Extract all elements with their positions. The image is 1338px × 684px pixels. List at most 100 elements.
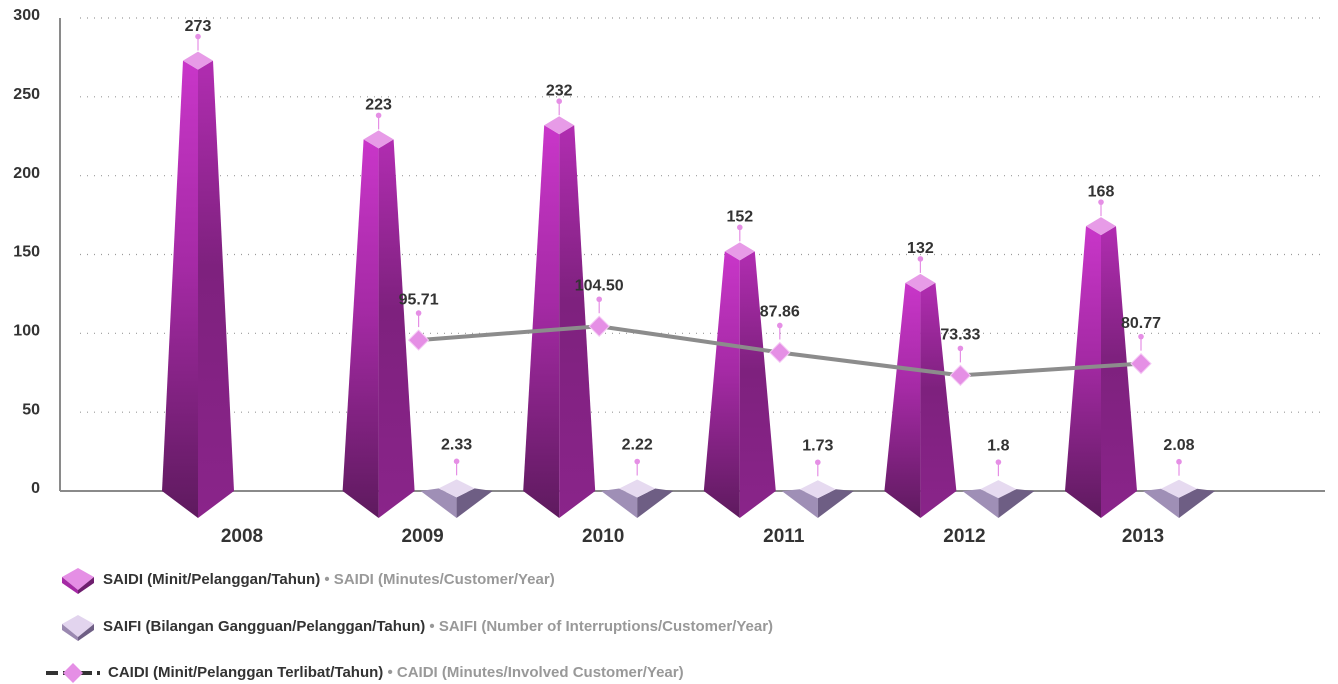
legend-icon bbox=[46, 663, 100, 683]
line-marker bbox=[588, 315, 610, 337]
pin-dot bbox=[737, 224, 743, 231]
legend-entry: SAIFI (Bilangan Gangguan/Pelanggan/Tahun… bbox=[103, 618, 773, 635]
legend-entry: SAIDI (Minit/Pelanggan/Tahun) • SAIDI (M… bbox=[103, 571, 555, 588]
bar-cap bbox=[905, 273, 936, 292]
bar-cap bbox=[619, 479, 656, 498]
bar-left-face bbox=[703, 251, 740, 518]
x-tick-label: 2008 bbox=[221, 526, 263, 547]
bar-left-face bbox=[420, 488, 457, 518]
pin-dot bbox=[1098, 199, 1104, 205]
line-marker bbox=[407, 329, 430, 351]
bar-right-face bbox=[739, 251, 776, 518]
x-tick-label: 2013 bbox=[1122, 526, 1164, 547]
x-tick-label: 2010 bbox=[582, 526, 624, 547]
data-label: 87.86 bbox=[760, 304, 800, 321]
data-label: 232 bbox=[546, 82, 573, 99]
line-marker bbox=[1130, 352, 1152, 375]
bar bbox=[420, 479, 493, 518]
bar-left-face bbox=[962, 489, 999, 518]
legend-icon bbox=[62, 615, 94, 641]
y-tick-label: 200 bbox=[13, 165, 40, 182]
pin-dot bbox=[1138, 333, 1144, 340]
data-label: 95.71 bbox=[399, 291, 439, 308]
y-tick-label: 250 bbox=[13, 86, 40, 103]
bar-left-face bbox=[523, 125, 560, 519]
bar-right-face bbox=[559, 125, 596, 519]
bar bbox=[703, 242, 776, 518]
data-label: 223 bbox=[365, 97, 392, 114]
bar-cap bbox=[438, 479, 475, 498]
pin-dot bbox=[415, 310, 422, 316]
data-label: 152 bbox=[726, 209, 753, 226]
bar-right-face bbox=[817, 489, 854, 518]
y-tick-label: 300 bbox=[13, 7, 40, 24]
bar bbox=[884, 273, 957, 518]
bar bbox=[962, 480, 1035, 518]
bar-right-face bbox=[378, 139, 415, 519]
data-label: 1.73 bbox=[802, 437, 833, 454]
legend-entry: CAIDI (Minit/Pelanggan Terlibat/Tahun) •… bbox=[108, 664, 684, 681]
pin-dot bbox=[815, 459, 821, 466]
x-tick-label: 2009 bbox=[401, 526, 443, 547]
pin-dot bbox=[1176, 458, 1182, 465]
bar-left-face bbox=[1065, 226, 1101, 518]
x-tick-label: 2011 bbox=[763, 526, 805, 547]
y-tick-label: 150 bbox=[13, 244, 40, 261]
data-label: 1.8 bbox=[987, 437, 1009, 454]
bar-right-face bbox=[998, 489, 1035, 518]
bar-right-face bbox=[1101, 226, 1137, 518]
y-tick-label: 100 bbox=[13, 323, 40, 340]
bar-right-face bbox=[456, 488, 493, 518]
bar-right-face bbox=[1179, 488, 1215, 518]
x-tick-label: 2012 bbox=[943, 526, 985, 547]
bar-cap bbox=[183, 51, 213, 70]
bar-left-face bbox=[1143, 488, 1179, 518]
pin-dot bbox=[777, 322, 783, 329]
bar-cap bbox=[544, 116, 575, 135]
pin-dot bbox=[596, 296, 602, 303]
line-marker bbox=[949, 364, 972, 387]
pin-dot bbox=[195, 33, 201, 40]
bar-left-face bbox=[162, 60, 198, 518]
bar-left-face bbox=[601, 488, 638, 518]
pin-dot bbox=[556, 98, 562, 105]
bar-left-face bbox=[342, 139, 379, 519]
bar-right-face bbox=[198, 60, 234, 518]
y-tick-label: 50 bbox=[22, 401, 40, 418]
bar-cap bbox=[363, 130, 394, 149]
bar bbox=[162, 51, 234, 518]
bar bbox=[523, 116, 596, 519]
bar-left-face bbox=[884, 282, 921, 518]
data-label: 132 bbox=[907, 240, 934, 257]
data-label: 2.08 bbox=[1163, 437, 1194, 454]
bar-cap bbox=[724, 242, 755, 261]
bar bbox=[781, 480, 854, 518]
data-label: 168 bbox=[1088, 183, 1115, 200]
bar bbox=[601, 479, 674, 518]
bar-right-face bbox=[920, 282, 957, 518]
data-label: 2.22 bbox=[622, 437, 653, 454]
data-label: 273 bbox=[185, 18, 212, 35]
bar bbox=[342, 130, 415, 519]
bar bbox=[1065, 217, 1137, 518]
bar-right-face bbox=[637, 488, 674, 518]
bar-cap bbox=[799, 480, 836, 499]
line-marker bbox=[769, 341, 791, 364]
pin-dot bbox=[957, 345, 964, 352]
data-label: 80.77 bbox=[1121, 315, 1161, 332]
data-label: 73.33 bbox=[940, 327, 980, 344]
data-label: 2.33 bbox=[441, 437, 472, 454]
legend-icon bbox=[62, 568, 94, 594]
y-tick-label: 0 bbox=[31, 480, 40, 497]
pin-dot bbox=[453, 458, 460, 465]
legend: SAIDI (Minit/Pelanggan/Tahun) • SAIDI (M… bbox=[46, 568, 773, 683]
bar bbox=[1143, 479, 1215, 518]
bar-left-face bbox=[781, 489, 818, 518]
pin-dot bbox=[995, 459, 1002, 465]
data-label: 104.50 bbox=[575, 277, 624, 294]
pin-dot bbox=[634, 458, 640, 465]
pin-dot bbox=[375, 112, 382, 119]
bar-cap bbox=[1161, 479, 1197, 498]
bar-cap bbox=[980, 480, 1017, 499]
